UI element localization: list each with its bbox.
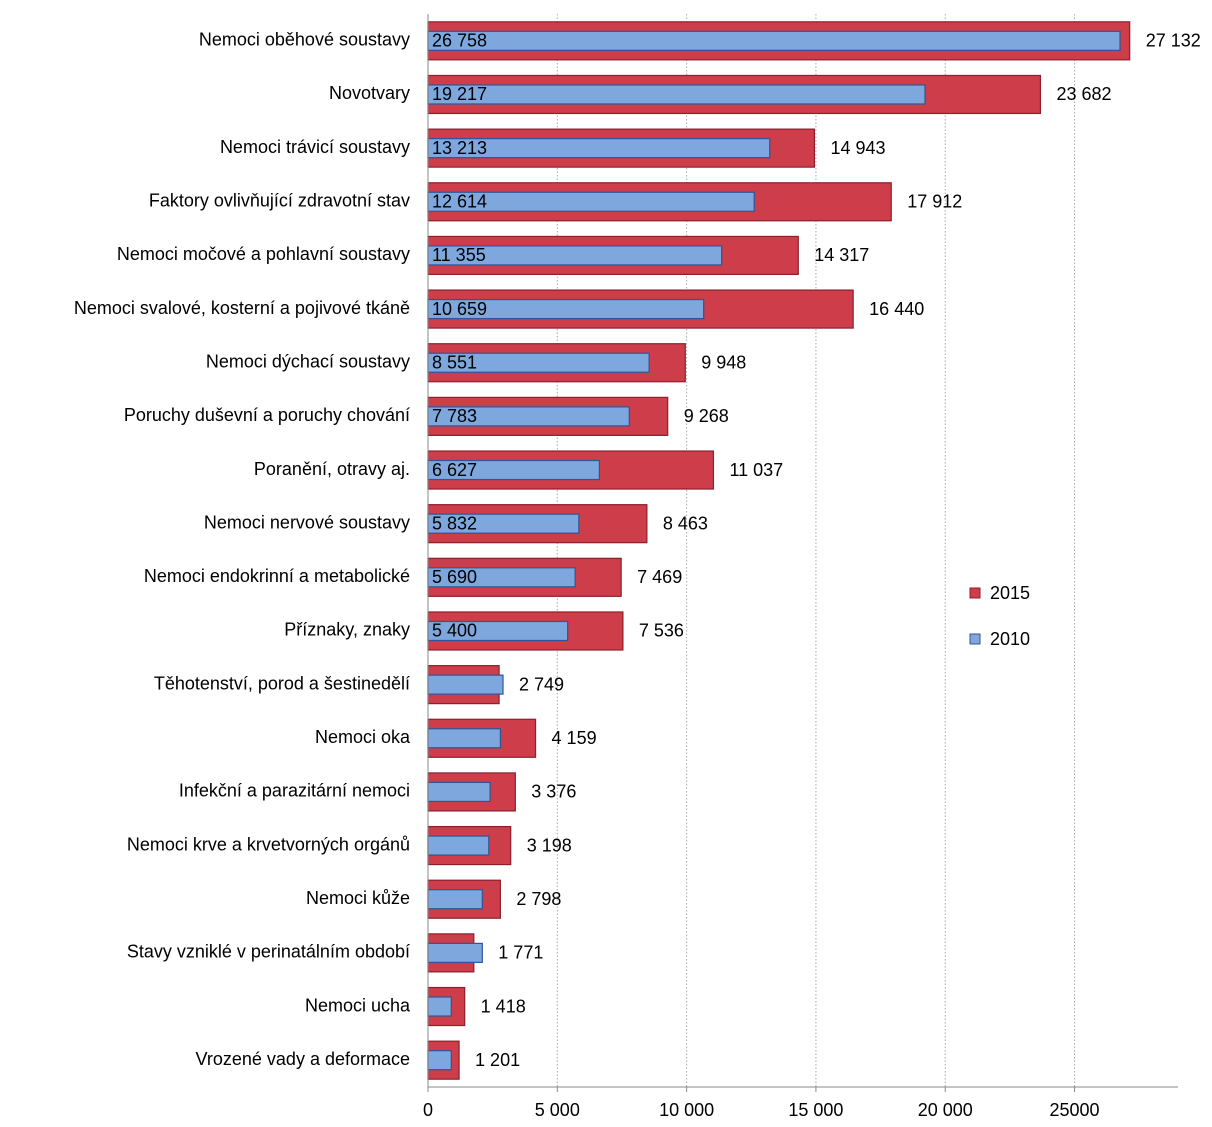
category-label: Infekční a parazitární nemoci xyxy=(179,781,410,801)
legend-label: 2015 xyxy=(990,583,1030,603)
value-label: 9 948 xyxy=(701,352,746,372)
value-label: 11 355 xyxy=(432,245,486,265)
value-label: 16 440 xyxy=(869,299,924,319)
value-label: 2 798 xyxy=(516,889,561,909)
value-label: 11 037 xyxy=(729,460,783,480)
category-label: Vrozené vady a deformace xyxy=(196,1049,410,1069)
value-label: 5 690 xyxy=(432,567,477,587)
value-label: 3 376 xyxy=(531,782,576,802)
value-label: 17 912 xyxy=(907,192,962,212)
x-tick-label: 25000 xyxy=(1050,1100,1100,1120)
value-label: 1 201 xyxy=(475,1050,520,1070)
value-label: 5 832 xyxy=(432,513,477,533)
category-label: Nemoci dýchací soustavy xyxy=(206,351,410,371)
category-label: Nemoci krve a krvetvorných orgánů xyxy=(127,834,410,854)
value-label: 9 268 xyxy=(684,406,729,426)
value-label: 7 783 xyxy=(432,406,477,426)
value-label: 7 469 xyxy=(637,567,682,587)
bar xyxy=(427,942,483,963)
value-label: 14 317 xyxy=(814,245,869,265)
category-label: Příznaky, znaky xyxy=(284,620,410,640)
value-label: 7 536 xyxy=(639,621,684,641)
bar xyxy=(427,728,502,749)
x-tick-label: 15 000 xyxy=(788,1100,843,1120)
bar xyxy=(427,996,452,1017)
value-label: 2 749 xyxy=(519,674,564,694)
value-label: 3 198 xyxy=(527,835,572,855)
bar xyxy=(427,781,491,803)
value-label: 27 132 xyxy=(1146,31,1201,51)
value-label: 23 682 xyxy=(1056,84,1111,104)
category-label: Novotvary xyxy=(329,83,410,103)
x-tick-label: 0 xyxy=(423,1100,433,1120)
category-label: Nemoci trávicí soustavy xyxy=(220,137,410,157)
x-tick-label: 5 000 xyxy=(535,1100,580,1120)
bar xyxy=(427,1050,452,1071)
category-label: Poruchy duševní a poruchy chování xyxy=(124,405,410,425)
category-label: Poranění, otravy aj. xyxy=(254,459,410,479)
value-label: 19 217 xyxy=(432,84,487,104)
category-label: Těhotenství, porod a šestinedělí xyxy=(154,673,410,693)
value-label: 1 418 xyxy=(481,996,526,1016)
value-label: 13 213 xyxy=(432,138,487,158)
bar xyxy=(427,835,490,856)
category-label: Nemoci oka xyxy=(315,727,411,747)
bar xyxy=(427,84,926,105)
legend-label: 2010 xyxy=(990,629,1030,649)
bar xyxy=(427,674,504,695)
value-label: 6 627 xyxy=(432,460,477,480)
value-label: 5 400 xyxy=(432,621,477,641)
category-label: Nemoci nervové soustavy xyxy=(204,512,410,532)
category-label: Nemoci močové a pohlavní soustavy xyxy=(117,244,410,264)
value-label: 1 771 xyxy=(498,943,543,963)
category-label: Nemoci ucha xyxy=(305,995,411,1015)
value-label: 8 463 xyxy=(663,513,708,533)
bar xyxy=(427,889,483,910)
value-label: 10 659 xyxy=(432,299,487,319)
category-label: Nemoci svalové, kosterní a pojivové tkán… xyxy=(74,298,410,318)
category-label: Nemoci oběhové soustavy xyxy=(199,30,410,50)
x-tick-label: 10 000 xyxy=(659,1100,714,1120)
value-label: 4 159 xyxy=(552,728,597,748)
value-label: 26 758 xyxy=(432,31,487,51)
bar xyxy=(427,30,1121,51)
category-label: Nemoci endokrinní a metabolické xyxy=(144,566,410,586)
legend-swatch xyxy=(969,587,981,599)
value-label: 12 614 xyxy=(432,192,487,212)
category-label: Nemoci kůže xyxy=(306,888,410,908)
value-label: 8 551 xyxy=(432,352,477,372)
x-tick-label: 20 000 xyxy=(918,1100,973,1120)
category-label: Stavy vzniklé v perinatálním období xyxy=(127,942,410,962)
value-label: 14 943 xyxy=(830,138,885,158)
legend-swatch xyxy=(969,633,981,645)
category-label: Faktory ovlivňující zdravotní stav xyxy=(149,191,410,211)
